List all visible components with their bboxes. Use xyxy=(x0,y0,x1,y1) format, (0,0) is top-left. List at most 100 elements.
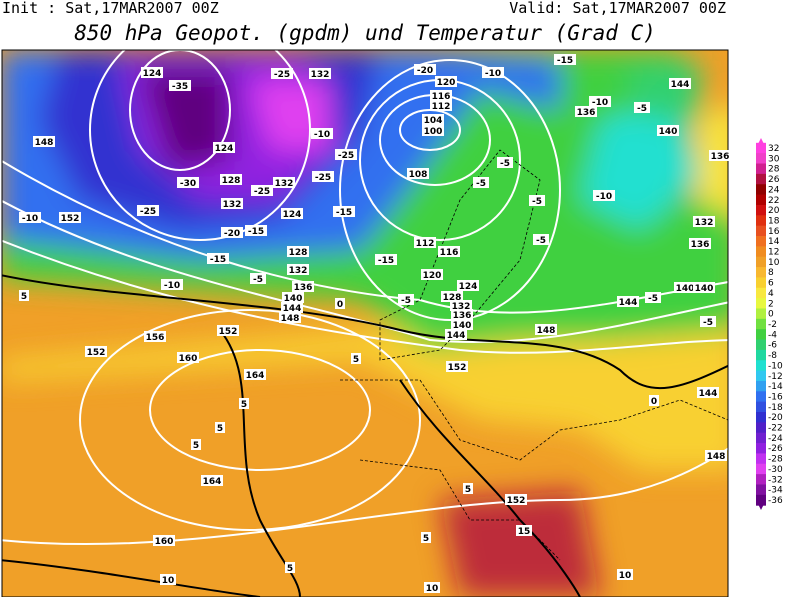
contour-label-box xyxy=(333,206,355,217)
colorbar-cell xyxy=(756,339,766,351)
contour-label-box xyxy=(697,387,719,398)
contour-label: 144 xyxy=(619,298,638,308)
contour-label: -35 xyxy=(172,82,188,92)
contour-label: 5 xyxy=(287,564,293,574)
colorbar-cell xyxy=(756,474,766,485)
colorbar-label: -30 xyxy=(768,465,783,475)
contour-label-box xyxy=(398,294,414,305)
contour-label: 152 xyxy=(448,363,467,373)
contour-label-box xyxy=(375,254,397,265)
contour-label-box xyxy=(287,264,309,275)
contour-label: 108 xyxy=(409,170,428,180)
colorbar-cell xyxy=(756,184,766,196)
colorbar-cell xyxy=(756,432,766,444)
colorbar-label: 10 xyxy=(768,258,780,268)
colorbar-label: 20 xyxy=(768,206,780,216)
contour-label-box xyxy=(245,225,267,236)
contour-label: 5 xyxy=(217,424,223,434)
colorbar-cell xyxy=(756,380,766,392)
contour-label-box xyxy=(535,324,557,335)
contour-label-box xyxy=(220,174,242,185)
contour-label-box xyxy=(19,290,29,301)
contour-label-box xyxy=(617,569,633,580)
contour-label: 148 xyxy=(707,452,726,462)
colorbar-label: -34 xyxy=(768,486,783,496)
contour-label-box xyxy=(215,422,225,433)
colorbar-cell xyxy=(756,153,766,165)
contour-label: 0 xyxy=(337,300,343,310)
contour-label-box xyxy=(407,168,429,179)
contour-label-box xyxy=(177,352,199,363)
colorbar-label: -32 xyxy=(768,475,783,485)
contour-label-box xyxy=(700,316,716,327)
contour-label: -25 xyxy=(140,207,156,217)
colorbar-label: -36 xyxy=(768,496,783,506)
contour-label-box xyxy=(463,483,473,494)
contour-label: -5 xyxy=(500,159,510,169)
colorbar-label: 0 xyxy=(768,310,774,320)
colorbar-label: 2 xyxy=(768,299,774,309)
contour-label-box xyxy=(554,54,576,65)
contour-label-box xyxy=(285,562,295,573)
contour-label: 5 xyxy=(241,400,247,410)
contour-label-box xyxy=(250,273,266,284)
colorbar-label: 22 xyxy=(768,196,779,206)
contour-label-box xyxy=(657,125,679,136)
contour-label-box xyxy=(693,216,715,227)
contour-label: 0 xyxy=(651,397,657,407)
contour-label-box xyxy=(279,312,301,323)
colorbar-cell xyxy=(756,163,766,175)
contour-label: 128 xyxy=(289,248,308,258)
contour-label-box xyxy=(497,157,513,168)
contour-label-box xyxy=(312,171,334,182)
colorbar-cell xyxy=(756,329,766,341)
contour-label: -5 xyxy=(648,294,658,304)
contour-label-box xyxy=(309,68,331,79)
contour-label: 136 xyxy=(691,240,710,250)
colorbar-cell xyxy=(756,349,766,361)
contour-label: 152 xyxy=(61,214,80,224)
contour-label: -10 xyxy=(596,192,612,202)
contour-label-box xyxy=(335,298,345,309)
contour-label: -25 xyxy=(338,151,354,161)
colorbar-cell xyxy=(756,236,766,247)
contour-label-box xyxy=(457,280,479,291)
contour-label: 10 xyxy=(619,571,632,581)
colorbar-label: -24 xyxy=(768,434,783,444)
contour-label: 5 xyxy=(423,534,429,544)
contour-label-box xyxy=(244,369,266,380)
colorbar-cell xyxy=(756,401,766,413)
colorbar-label: -14 xyxy=(768,382,783,392)
contour-label-box xyxy=(153,535,175,546)
contour-label-box xyxy=(693,282,715,293)
colorbar-cell xyxy=(756,443,766,454)
colorbar-label: -22 xyxy=(768,424,783,434)
contour-label: -20 xyxy=(224,229,240,239)
contour-label: 136 xyxy=(577,108,596,118)
contour-label-box xyxy=(414,64,436,75)
contour-label: -5 xyxy=(532,197,542,207)
colorbar-cell xyxy=(756,370,766,382)
contour-label: 156 xyxy=(146,333,165,343)
contour-label: 140 xyxy=(284,294,303,304)
contour-label-box xyxy=(221,227,243,238)
contour-label-box xyxy=(533,234,549,245)
contour-label-box xyxy=(424,582,440,593)
contour-label: -20 xyxy=(417,66,433,76)
colorbar-cell xyxy=(756,246,766,258)
contour-label-box xyxy=(705,450,727,461)
contour-label-box xyxy=(281,302,303,313)
contour-label-box xyxy=(709,150,731,161)
contour-label: -25 xyxy=(315,173,331,183)
contour-label: 124 xyxy=(283,210,302,220)
contour-label-box xyxy=(435,76,457,87)
contour-label-box xyxy=(239,398,249,409)
colorbar-cell xyxy=(756,215,766,227)
colorbar-cell xyxy=(756,484,766,496)
contour-label: 116 xyxy=(440,248,459,258)
colorbar-cell xyxy=(756,225,766,237)
contour-label-box xyxy=(160,574,176,585)
map xyxy=(2,50,728,597)
contour-label: -30 xyxy=(180,179,196,189)
